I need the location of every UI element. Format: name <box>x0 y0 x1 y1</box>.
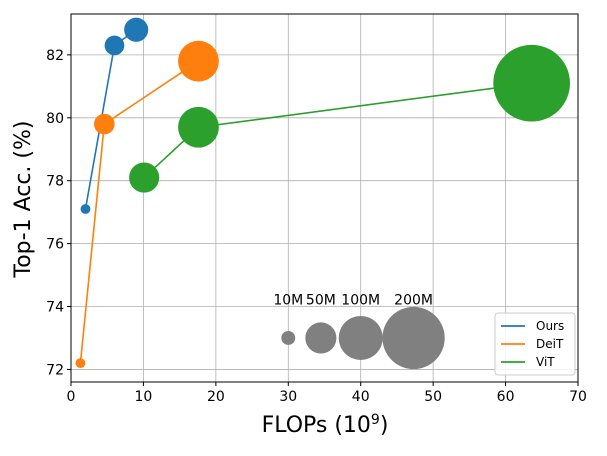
x-tick-label: 60 <box>497 389 515 405</box>
legend-box <box>494 312 576 376</box>
size-legend-circle <box>382 306 445 370</box>
data-point-vit <box>178 106 219 148</box>
y-tick-label: 82 <box>46 48 64 64</box>
size-legend-label: 100M <box>341 293 380 309</box>
y-tick-label: 78 <box>46 174 64 190</box>
size-legend: 10M 50M 100M 200M <box>273 293 445 370</box>
series-lines <box>79 29 532 364</box>
y-axis-title: Top-1 Acc. (%) <box>11 121 36 279</box>
legend: Ours DeiT ViT <box>494 312 576 376</box>
size-legend-label: 10M <box>273 293 303 309</box>
data-point-ours <box>104 35 125 56</box>
size-legend-circle <box>281 331 296 345</box>
size-legend-label: 50M <box>306 293 336 309</box>
size-legend-circle <box>305 322 337 354</box>
x-tick-label: 10 <box>135 389 153 405</box>
x-axis-title-main: FLOPs (10 <box>262 413 371 438</box>
legend-label-ours: Ours <box>536 319 564 333</box>
series-markers <box>75 17 571 369</box>
data-point-vit <box>493 44 571 122</box>
data-point-deit <box>75 358 86 369</box>
data-point-deit <box>93 113 115 135</box>
legend-label-vit: ViT <box>536 355 555 369</box>
x-axis-title: FLOPs (109) <box>262 412 389 438</box>
y-tick-label: 76 <box>46 237 64 253</box>
x-tick-label: 50 <box>424 389 442 405</box>
x-tick-label: 70 <box>569 389 587 405</box>
axis-ticks: 0 10 20 30 40 50 60 70 72 74 76 78 80 82 <box>46 48 587 405</box>
x-axis-title-close: ) <box>380 413 389 438</box>
data-point-vit <box>129 162 160 193</box>
y-tick-label: 74 <box>46 300 64 316</box>
y-tick-label: 80 <box>46 111 64 127</box>
x-tick-label: 30 <box>279 389 297 405</box>
data-point-ours <box>124 17 149 42</box>
y-tick-label: 72 <box>46 362 64 378</box>
data-point-ours <box>80 204 91 214</box>
x-tick-label: 40 <box>352 389 370 405</box>
legend-label-deit: DeiT <box>536 337 564 351</box>
size-legend-label: 200M <box>394 293 433 309</box>
plot-frame <box>70 13 579 383</box>
data-point-deit <box>178 40 219 82</box>
size-legend-circle <box>338 315 383 360</box>
series-line-deit <box>79 60 199 364</box>
x-tick-label: 20 <box>207 389 225 405</box>
x-axis-title-exponent: 9 <box>371 412 380 428</box>
x-tick-label: 0 <box>67 389 76 405</box>
